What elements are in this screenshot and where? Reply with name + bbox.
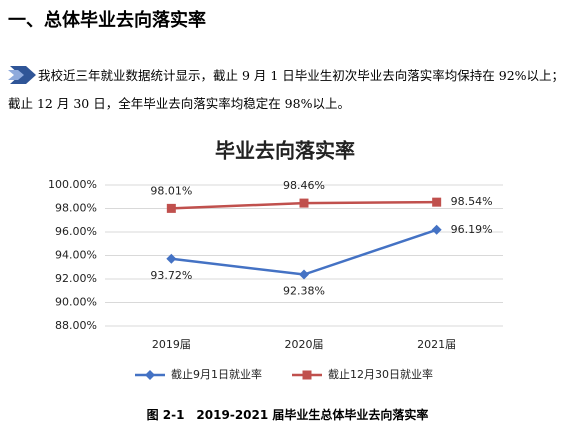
figure-caption: 图 2-1 2019-2021 届毕业生总体毕业去向落实率 bbox=[146, 408, 429, 422]
y-tick-label: 90.00% bbox=[55, 296, 97, 309]
bullet-icon bbox=[8, 66, 36, 84]
chart: 毕业去向落实率 88.00% 90.00% 92.00% 94.00% 96.00% 98… bbox=[48, 139, 503, 381]
data-label: 96.19% bbox=[451, 223, 493, 236]
line bbox=[171, 228, 438, 276]
legend-marker bbox=[145, 370, 155, 380]
y-tick-label: 94.00% bbox=[55, 249, 97, 262]
data-label: 92.38% bbox=[283, 285, 325, 298]
data-label: 98.46% bbox=[283, 179, 325, 192]
point bbox=[166, 203, 176, 213]
chart-title: 毕业去向落实率 bbox=[215, 139, 355, 163]
paragraph: 我校近三年就业数据统计显示，截止 9 月 1 日毕业生初次毕业去向落实率均保持在… bbox=[8, 68, 565, 111]
y-tick-label: 92.00% bbox=[55, 272, 97, 285]
y-tick-label: 96.00% bbox=[55, 225, 97, 238]
point bbox=[299, 198, 309, 208]
x-tick-label: 2020届 bbox=[285, 338, 324, 351]
legend-marker bbox=[302, 370, 312, 380]
point bbox=[432, 197, 442, 207]
point bbox=[431, 224, 442, 235]
y-tick-label: 98.00% bbox=[55, 202, 97, 215]
data-label: 98.54% bbox=[451, 195, 493, 208]
y-tick-label: 88.00% bbox=[55, 319, 97, 332]
x-tick-label: 2019届 bbox=[152, 338, 191, 351]
data-label: 98.01% bbox=[150, 184, 192, 197]
point bbox=[299, 269, 309, 280]
legend-label: 截止12月30日就业率 bbox=[328, 367, 433, 381]
y-tick-label: 100.00% bbox=[48, 178, 97, 191]
legend-label: 截止9月1日就业率 bbox=[171, 367, 262, 381]
paragraph-block: 我校近三年就业数据统计显示，截止 9 月 1 日毕业生初次毕业去向落实率均保持在… bbox=[8, 62, 566, 118]
section-heading: 一、总体毕业去向落实率 bbox=[8, 10, 206, 31]
x-tick-label: 2021届 bbox=[417, 338, 456, 351]
data-label: 93.72% bbox=[150, 269, 192, 282]
